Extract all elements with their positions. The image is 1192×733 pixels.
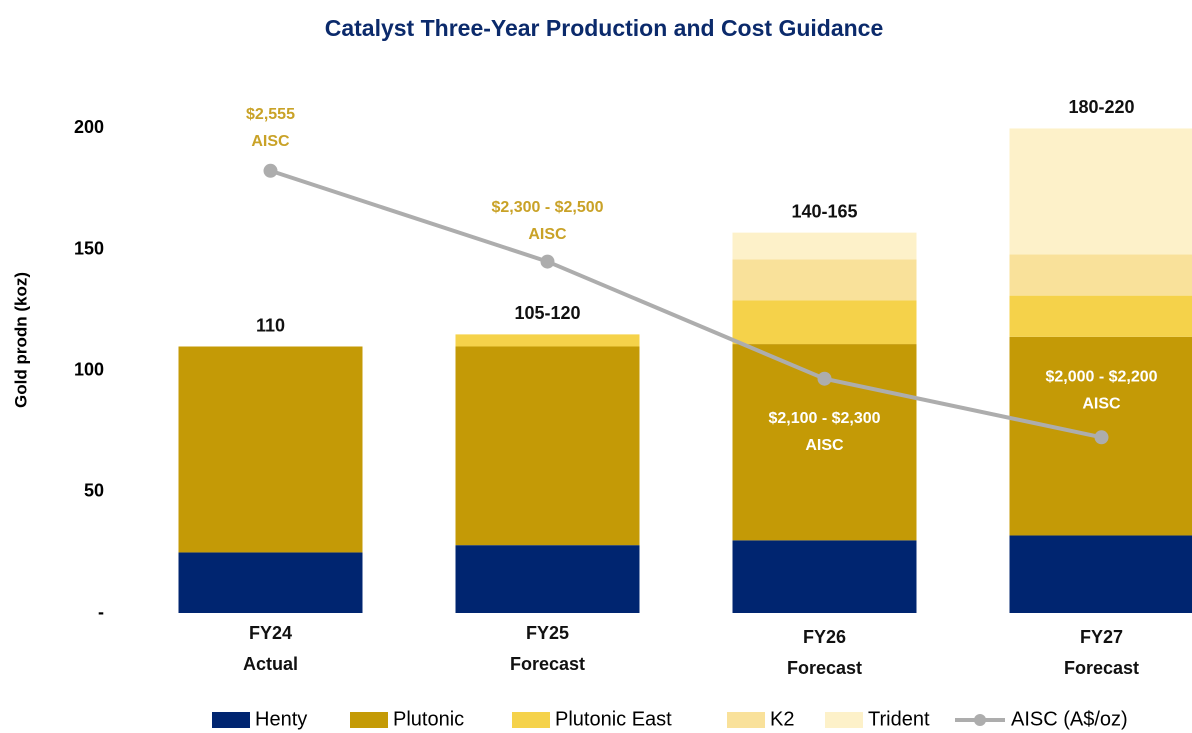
- bar-segment: [455, 545, 640, 613]
- aisc-label: $2,100 - $2,300: [768, 410, 880, 427]
- x-tick-label: Forecast: [787, 658, 862, 678]
- bar-segment: [732, 232, 917, 260]
- chart-title: Catalyst Three-Year Production and Cost …: [325, 15, 884, 41]
- legend-label: Plutonic: [393, 708, 464, 730]
- y-tick-label: 200: [74, 117, 104, 137]
- aisc-label: AISC: [805, 437, 844, 454]
- bar-segment: [1009, 535, 1192, 613]
- legend-label: Henty: [255, 708, 307, 730]
- bar-segment: [1009, 128, 1192, 255]
- y-tick-label: 150: [74, 238, 104, 258]
- y-tick-label: 100: [74, 359, 104, 379]
- total-label: 140-165: [791, 201, 857, 221]
- bar-segment: [178, 346, 363, 553]
- x-tick-label: FY24: [249, 623, 292, 643]
- y-tick-label: 50: [84, 481, 104, 501]
- aisc-point: [263, 163, 278, 178]
- legend-label: K2: [770, 708, 794, 730]
- total-label: 180-220: [1068, 97, 1134, 117]
- aisc-label: $2,555: [246, 106, 295, 123]
- bar-segment: [178, 552, 363, 613]
- x-tick-label: Forecast: [510, 654, 585, 674]
- legend-swatch: [727, 712, 765, 728]
- total-label: 105-120: [514, 303, 580, 323]
- bar-segment: [455, 346, 640, 546]
- total-label: 110: [256, 315, 285, 335]
- y-axis-label: Gold prodn (koz): [11, 272, 30, 408]
- legend-swatch: [825, 712, 863, 728]
- bar-segment: [455, 334, 640, 347]
- y-tick-label: -: [98, 602, 104, 622]
- aisc-label: AISC: [528, 226, 567, 243]
- aisc-point: [817, 371, 832, 386]
- aisc-label: AISC: [251, 133, 290, 150]
- x-tick-label: Actual: [243, 654, 298, 674]
- bar-segment: [732, 259, 917, 301]
- legend-label: Trident: [868, 708, 930, 730]
- legend-point: [974, 714, 986, 726]
- aisc-label: $2,000 - $2,200: [1045, 369, 1157, 386]
- legend-label: AISC (A$/oz): [1011, 708, 1128, 730]
- legend-swatch: [350, 712, 388, 728]
- bar-segment: [732, 540, 917, 613]
- legend-swatch: [212, 712, 250, 728]
- aisc-point: [1094, 430, 1109, 445]
- bar-segment: [732, 300, 917, 345]
- legend-swatch: [512, 712, 550, 728]
- x-tick-label: Forecast: [1064, 658, 1139, 678]
- aisc-line: [269, 168, 1102, 440]
- aisc-point: [540, 254, 555, 269]
- bar-segment: [1009, 254, 1192, 296]
- x-tick-label: FY27: [1080, 627, 1123, 647]
- bar-segment: [1009, 295, 1192, 337]
- aisc-label: AISC: [1082, 396, 1121, 413]
- x-tick-label: FY25: [526, 623, 569, 643]
- legend-label: Plutonic East: [555, 708, 672, 730]
- aisc-label: $2,300 - $2,500: [491, 199, 603, 216]
- x-tick-label: FY26: [803, 627, 846, 647]
